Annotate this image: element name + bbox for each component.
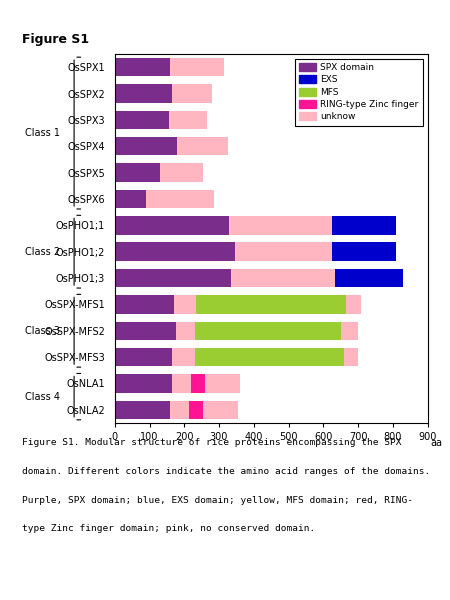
Bar — [115, 242, 234, 261]
Bar — [171, 401, 189, 419]
Text: domain. Different colors indicate the amino acid ranges of the domains.: domain. Different colors indicate the am… — [22, 467, 431, 476]
Bar — [332, 242, 396, 261]
Bar — [335, 269, 403, 287]
Bar — [332, 216, 396, 235]
Text: Figure S1: Figure S1 — [22, 33, 90, 46]
Bar — [205, 374, 240, 392]
Bar — [344, 348, 358, 367]
Bar — [231, 269, 335, 287]
Bar — [203, 401, 238, 419]
Bar — [196, 295, 346, 314]
Bar — [160, 163, 203, 182]
Bar — [172, 85, 212, 103]
Bar — [115, 137, 177, 155]
Text: Class 2: Class 2 — [25, 247, 60, 257]
Bar — [146, 190, 214, 208]
Bar — [230, 216, 332, 235]
Text: Class 3: Class 3 — [25, 326, 60, 336]
Bar — [176, 322, 195, 340]
Bar — [172, 348, 195, 367]
Bar — [172, 374, 191, 392]
Text: Class 1: Class 1 — [25, 128, 60, 138]
Bar — [115, 269, 231, 287]
Bar — [115, 190, 146, 208]
Text: Class 4: Class 4 — [25, 392, 60, 401]
Bar — [115, 163, 160, 182]
Bar — [341, 322, 358, 340]
Bar — [115, 85, 172, 103]
Bar — [115, 58, 171, 76]
Text: aa: aa — [431, 438, 443, 448]
Bar — [169, 110, 207, 129]
Text: Figure S1. Modular structure of rice proteins encompassing the SPX: Figure S1. Modular structure of rice pro… — [22, 438, 402, 447]
Bar — [177, 137, 228, 155]
Bar — [234, 242, 332, 261]
Legend: SPX domain, EXS, MFS, RING-type Zinc finger, unknow: SPX domain, EXS, MFS, RING-type Zinc fin… — [295, 59, 423, 126]
Bar — [171, 58, 224, 76]
Bar — [115, 295, 174, 314]
Bar — [191, 374, 205, 392]
Text: type Zinc finger domain; pink, no conserved domain.: type Zinc finger domain; pink, no conser… — [22, 524, 316, 533]
Text: Purple, SPX domain; blue, EXS domain; yellow, MFS domain; red, RING-: Purple, SPX domain; blue, EXS domain; ye… — [22, 496, 414, 505]
Bar — [115, 216, 230, 235]
Bar — [115, 322, 176, 340]
Bar — [195, 348, 344, 367]
Bar — [189, 401, 203, 419]
Bar — [115, 374, 172, 392]
Bar — [115, 348, 172, 367]
Bar — [195, 322, 341, 340]
Bar — [115, 401, 171, 419]
Bar — [346, 295, 361, 314]
Bar — [174, 295, 196, 314]
Bar — [115, 110, 169, 129]
